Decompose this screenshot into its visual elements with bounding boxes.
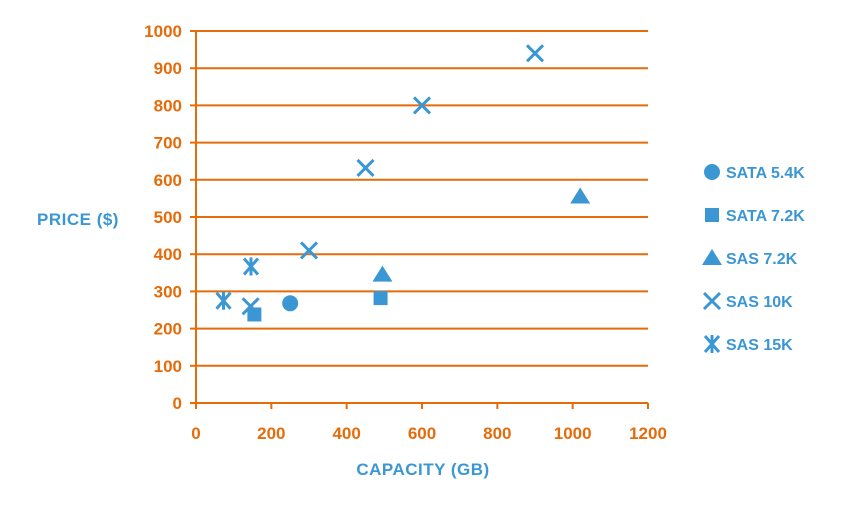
marker-stroke [702,291,722,311]
y-tick-label: 200 [154,320,182,339]
data-point-square [373,291,388,306]
y-axis-title: PRICE ($) [37,210,119,229]
legend-item: SATA 5.4K [704,164,805,182]
legend-label: SAS 7.2K [726,251,798,268]
data-point-asterisk [242,257,260,276]
gridlines [196,30,648,367]
data-point-x [356,158,375,177]
legend-marker-asterisk [703,335,721,353]
x-tick-label: 200 [257,424,285,443]
legend-item: SATA 7.2K [705,208,805,225]
data-point-square [247,307,262,322]
legend-label: SAS 10K [726,294,793,311]
legend-label: SATA 7.2K [726,208,805,225]
y-tick-label: 400 [154,245,182,264]
y-tick-label: 800 [154,96,182,115]
x-axis-title: CAPACITY (GB) [356,460,489,479]
y-tick-label: 1000 [144,22,182,41]
x-tick-label: 0 [191,424,200,443]
legend-marker-circle [704,164,720,180]
axes [190,30,649,409]
data-point-triangle [372,265,393,282]
legend-item: SAS 7.2K [702,249,798,268]
marker-stroke [299,241,319,260]
y-tick-label: 500 [154,208,182,227]
marker-stroke [412,96,432,115]
marker-stroke [525,44,545,63]
marker-stroke [241,297,260,316]
y-tick-label: 600 [154,171,182,190]
legend-marker-x [702,291,722,311]
x-tick-label: 600 [408,424,436,443]
legend: SATA 5.4K SATA 7.2K SAS 7.2K SAS 10K SAS 15K [702,164,805,354]
x-tick-label: 800 [483,424,511,443]
legend-item: SAS 15K [703,335,793,354]
legend-marker-triangle [702,249,722,265]
data-point-triangle [570,187,591,204]
y-tick-label: 100 [154,357,182,376]
x-tick-label: 1000 [554,424,592,443]
data-point-x [241,297,260,316]
data-points [215,44,591,322]
legend-label: SAS 15K [726,337,793,354]
data-point-asterisk [215,291,232,310]
y-tick-label: 300 [154,282,182,301]
tick-labels: 0 100 200 300 400 500 600 700 800 900 1000 0 200 400 6… [144,22,667,443]
data-point-x [412,96,432,115]
data-point-x [299,241,319,260]
legend-marker-square [705,208,719,222]
y-tick-label: 700 [154,134,182,153]
marker-stroke [356,158,375,177]
y-tick-label: 0 [173,394,182,413]
data-point-circle [282,295,299,312]
legend-label: SATA 5.4K [726,165,805,182]
data-point-x [525,44,545,63]
x-tick-label: 400 [332,424,360,443]
legend-item: SAS 10K [702,291,793,311]
y-tick-label: 900 [154,59,182,78]
x-tick-label: 1200 [629,424,667,443]
